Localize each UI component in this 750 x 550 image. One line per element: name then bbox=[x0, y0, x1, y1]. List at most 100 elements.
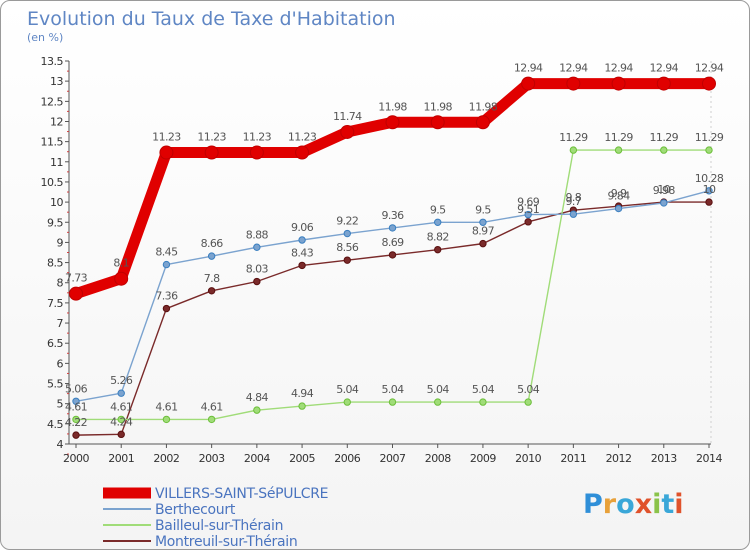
data-point bbox=[114, 271, 129, 286]
data-label: 11.98 bbox=[423, 100, 452, 113]
y-tick-label: 9 bbox=[57, 236, 64, 249]
data-point bbox=[611, 76, 626, 91]
y-tick-label: 10.5 bbox=[41, 176, 64, 189]
x-tick-label: 2006 bbox=[334, 452, 360, 465]
data-label: 8.88 bbox=[246, 228, 269, 241]
data-point bbox=[388, 251, 397, 259]
data-label: 4.24 bbox=[110, 415, 133, 428]
data-point bbox=[295, 145, 310, 160]
y-tick-label: 6.5 bbox=[47, 337, 63, 350]
data-label: 5.06 bbox=[65, 382, 88, 395]
data-label: 11.29 bbox=[650, 131, 679, 144]
data-label: 9.69 bbox=[517, 196, 540, 209]
y-tick-label: 13 bbox=[50, 75, 63, 88]
data-label: 8.43 bbox=[291, 246, 314, 259]
legend-label: VILLERS-SAINT-SéPULCRE bbox=[155, 486, 328, 502]
logo-letter: P bbox=[583, 489, 603, 520]
data-label: 4.61 bbox=[65, 400, 87, 413]
chart-subtitle: (en %) bbox=[27, 31, 63, 44]
data-label: 5.04 bbox=[427, 383, 450, 396]
data-point bbox=[656, 76, 671, 91]
y-tick-label: 9.5 bbox=[47, 216, 63, 229]
data-label: 9.7 bbox=[566, 195, 582, 208]
data-point bbox=[702, 76, 716, 91]
data-point bbox=[72, 415, 80, 424]
y-tick-label: 12 bbox=[50, 115, 63, 128]
data-point bbox=[475, 115, 490, 130]
data-point bbox=[521, 76, 536, 91]
data-label: 4.61 bbox=[155, 400, 177, 413]
data-label: 9.22 bbox=[336, 215, 358, 228]
data-point bbox=[253, 277, 261, 286]
legend-label: Montreuil-sur-Thérain bbox=[155, 534, 297, 550]
data-point bbox=[569, 210, 578, 218]
data-label: 9.36 bbox=[381, 209, 404, 222]
data-label: 9.5 bbox=[430, 203, 446, 216]
data-point bbox=[162, 304, 171, 313]
data-point bbox=[69, 286, 83, 301]
data-point bbox=[479, 218, 487, 226]
y-tick-label: 12.5 bbox=[41, 95, 64, 108]
proxiti-logo: Proxiti bbox=[583, 489, 684, 520]
data-point bbox=[566, 76, 581, 91]
x-tick-label: 2011 bbox=[560, 452, 586, 465]
data-point bbox=[207, 415, 216, 424]
data-point bbox=[434, 218, 442, 226]
data-label: 8.56 bbox=[336, 241, 359, 254]
data-label: 8.97 bbox=[472, 225, 495, 238]
data-label: 7.73 bbox=[65, 272, 88, 285]
data-point bbox=[524, 398, 532, 406]
data-point bbox=[204, 145, 219, 160]
y-tick-label: 11.5 bbox=[41, 136, 64, 149]
y-tick-label: 11 bbox=[50, 156, 63, 169]
data-label: 11.23 bbox=[243, 131, 272, 144]
data-label: 5.04 bbox=[381, 383, 404, 396]
data-label: 10 bbox=[657, 183, 670, 196]
data-label: 12.94 bbox=[650, 62, 679, 75]
data-point bbox=[253, 406, 261, 414]
x-tick-label: 2008 bbox=[425, 452, 451, 465]
data-label: 5.26 bbox=[110, 374, 133, 387]
data-point bbox=[524, 210, 532, 219]
data-label: 11.23 bbox=[152, 131, 181, 144]
x-tick-label: 2001 bbox=[108, 452, 134, 465]
y-tick-label: 4.5 bbox=[47, 418, 63, 431]
data-label: 9.8 bbox=[566, 191, 582, 204]
y-tick-label: 13.5 bbox=[41, 55, 64, 68]
logo-letter: o bbox=[616, 489, 635, 520]
data-label: 5.04 bbox=[472, 383, 495, 396]
data-label: 4.94 bbox=[291, 387, 314, 400]
x-tick-label: 2007 bbox=[380, 452, 406, 465]
data-label: 12.94 bbox=[514, 62, 543, 75]
y-tick-label: 4 bbox=[57, 438, 64, 451]
data-label: 8.69 bbox=[381, 236, 404, 249]
data-point bbox=[249, 145, 264, 160]
logo-letter: t bbox=[661, 489, 675, 520]
data-point bbox=[660, 146, 668, 154]
series-group: 4.22 4.24 7.36 7.8 8.03 8.43 8.56 8.69 8.82 8.97 9… bbox=[65, 62, 724, 439]
data-point bbox=[434, 398, 442, 406]
x-tick-label: 2002 bbox=[153, 452, 179, 465]
data-label: 11.23 bbox=[197, 131, 226, 144]
legend-label: Berthecourt bbox=[155, 502, 236, 518]
data-label: 9.5 bbox=[475, 203, 491, 216]
data-label: 9.98 bbox=[653, 184, 676, 197]
data-label: 12.94 bbox=[695, 62, 724, 75]
data-label: 11.29 bbox=[695, 131, 724, 144]
data-label: 10 bbox=[703, 183, 716, 196]
data-point bbox=[72, 397, 80, 405]
data-label: 5.04 bbox=[336, 383, 359, 396]
data-label: 4.61 bbox=[201, 400, 223, 413]
x-tick-label: 2005 bbox=[289, 452, 315, 465]
data-point bbox=[569, 146, 578, 154]
y-tick-label: 8.5 bbox=[47, 257, 63, 270]
data-label: 7.36 bbox=[155, 290, 178, 303]
data-point bbox=[614, 146, 623, 154]
data-label: 11.98 bbox=[378, 100, 407, 113]
y-tick-label: 10 bbox=[50, 196, 63, 209]
data-point bbox=[705, 198, 713, 206]
data-label: 8.03 bbox=[246, 263, 269, 276]
data-label: 11.74 bbox=[333, 110, 362, 123]
data-point bbox=[434, 245, 442, 254]
